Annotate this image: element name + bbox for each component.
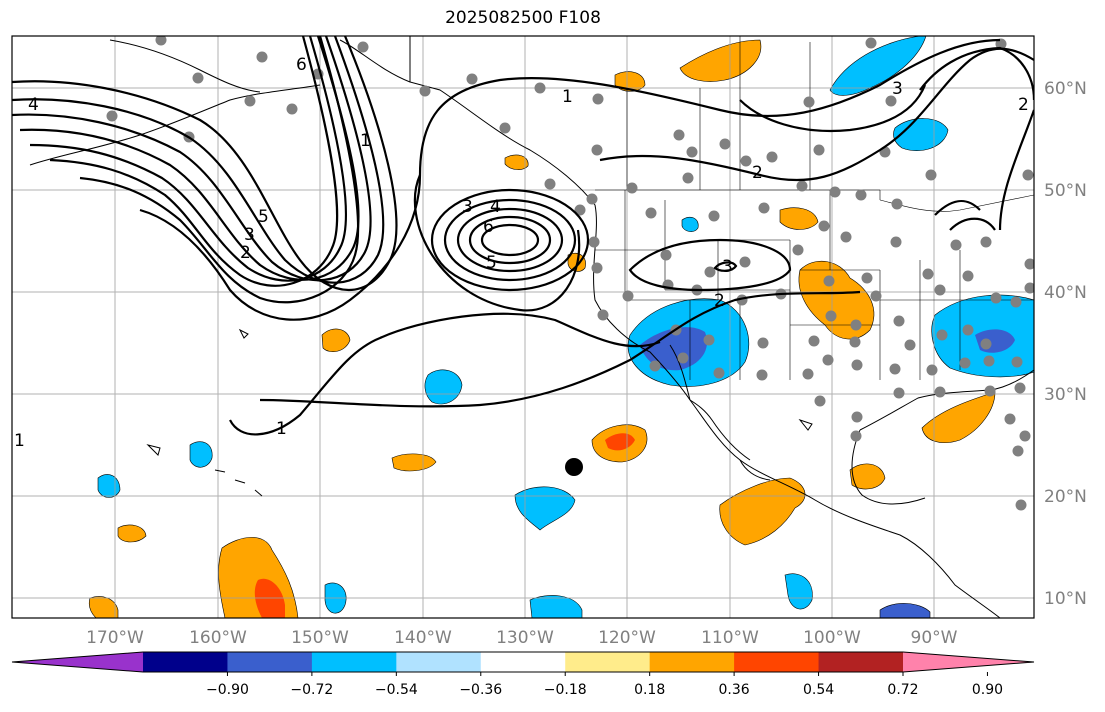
colorbar-bin bbox=[649, 652, 735, 672]
lat-label: 50°N bbox=[1044, 181, 1087, 201]
colorbar-label: −0.54 bbox=[375, 682, 418, 698]
contour-label: 3 bbox=[722, 257, 733, 277]
islands bbox=[29, 39, 813, 497]
colorbar-bin bbox=[143, 652, 228, 672]
lat-label: 60°N bbox=[1044, 79, 1087, 99]
lon-label: 100°W bbox=[803, 628, 861, 648]
colorbar-label: −0.36 bbox=[459, 682, 502, 698]
colorbar-extend-high bbox=[903, 652, 1034, 672]
colorbar-label: 0.90 bbox=[972, 682, 1003, 698]
contour-label: 3 bbox=[244, 225, 255, 245]
contour-label: 1 bbox=[276, 419, 287, 439]
colorbar-outline bbox=[11, 651, 1035, 673]
colorbar-bin bbox=[311, 652, 397, 672]
lon-label: 90°W bbox=[911, 628, 958, 648]
colorbar-label: 0.54 bbox=[803, 682, 834, 698]
contour-label: 3 bbox=[462, 197, 473, 217]
contour-label: 2 bbox=[240, 243, 251, 263]
lat-label: 30°N bbox=[1044, 385, 1087, 405]
colorbar-label: −0.18 bbox=[544, 682, 587, 698]
lon-label: 110°W bbox=[701, 628, 759, 648]
contours bbox=[12, 36, 1034, 436]
contour-label: 4 bbox=[490, 197, 501, 217]
target-location-marker bbox=[565, 458, 583, 476]
colorbar-bin bbox=[818, 652, 904, 672]
lat-label: 20°N bbox=[1044, 487, 1087, 507]
contour-label: 2 bbox=[752, 163, 763, 183]
colorbar-bin bbox=[396, 652, 482, 672]
colorbar-bin bbox=[565, 652, 651, 672]
colorbar-bin bbox=[480, 652, 566, 672]
lon-label: 170°W bbox=[86, 628, 144, 648]
colorbar-label: 0.72 bbox=[887, 682, 918, 698]
contour-label: 1 bbox=[562, 87, 573, 107]
contour-label: 1 bbox=[14, 431, 25, 451]
lat-label: 40°N bbox=[1044, 283, 1087, 303]
latitude-labels: 10°N 20°N 30°N 40°N 50°N 60°N bbox=[1044, 79, 1087, 609]
contour-label: 5 bbox=[258, 207, 269, 227]
contour-label: 2 bbox=[714, 291, 725, 311]
colorbar-label: 0.18 bbox=[634, 682, 665, 698]
contour-label: 4 bbox=[28, 95, 39, 115]
colorbar-label: −0.90 bbox=[206, 682, 249, 698]
lon-label: 130°W bbox=[496, 628, 554, 648]
contour-label: 6 bbox=[483, 217, 494, 237]
colorbar: −0.90 −0.72 −0.54 −0.36 −0.18 0.18 0.36 0.54 0.7… bbox=[11, 651, 1035, 698]
map-title: 2025082500 F108 bbox=[445, 8, 601, 28]
contour-labels: 4 6 5 3 2 1 3 4 6 5 1 2 3 2 3 1 1 2 bbox=[14, 55, 1029, 451]
lon-label: 160°W bbox=[189, 628, 247, 648]
contour-label: 3 bbox=[892, 79, 903, 99]
map-body: 4 6 5 3 2 1 3 4 6 5 1 2 3 2 3 1 1 2 bbox=[12, 36, 1034, 618]
contour-label: 5 bbox=[486, 253, 497, 273]
colorbar-bin bbox=[227, 652, 313, 672]
lon-label: 120°W bbox=[598, 628, 656, 648]
colorbar-extend-low bbox=[12, 652, 143, 672]
longitude-labels: 170°W 160°W 150°W 140°W 130°W 120°W 110°… bbox=[86, 628, 958, 648]
lon-label: 150°W bbox=[291, 628, 349, 648]
colorbar-bin bbox=[734, 652, 820, 672]
station-markers bbox=[106, 36, 1034, 511]
contour-label: 1 bbox=[360, 131, 371, 151]
contour-label: 6 bbox=[296, 55, 307, 75]
map-frame bbox=[11, 35, 1035, 619]
lat-label: 10°N bbox=[1044, 589, 1087, 609]
lon-label: 140°W bbox=[394, 628, 452, 648]
contour-label: 2 bbox=[1018, 95, 1029, 115]
colorbar-label: −0.72 bbox=[290, 682, 333, 698]
coastlines bbox=[409, 36, 1034, 618]
colorbar-label: 0.36 bbox=[719, 682, 750, 698]
